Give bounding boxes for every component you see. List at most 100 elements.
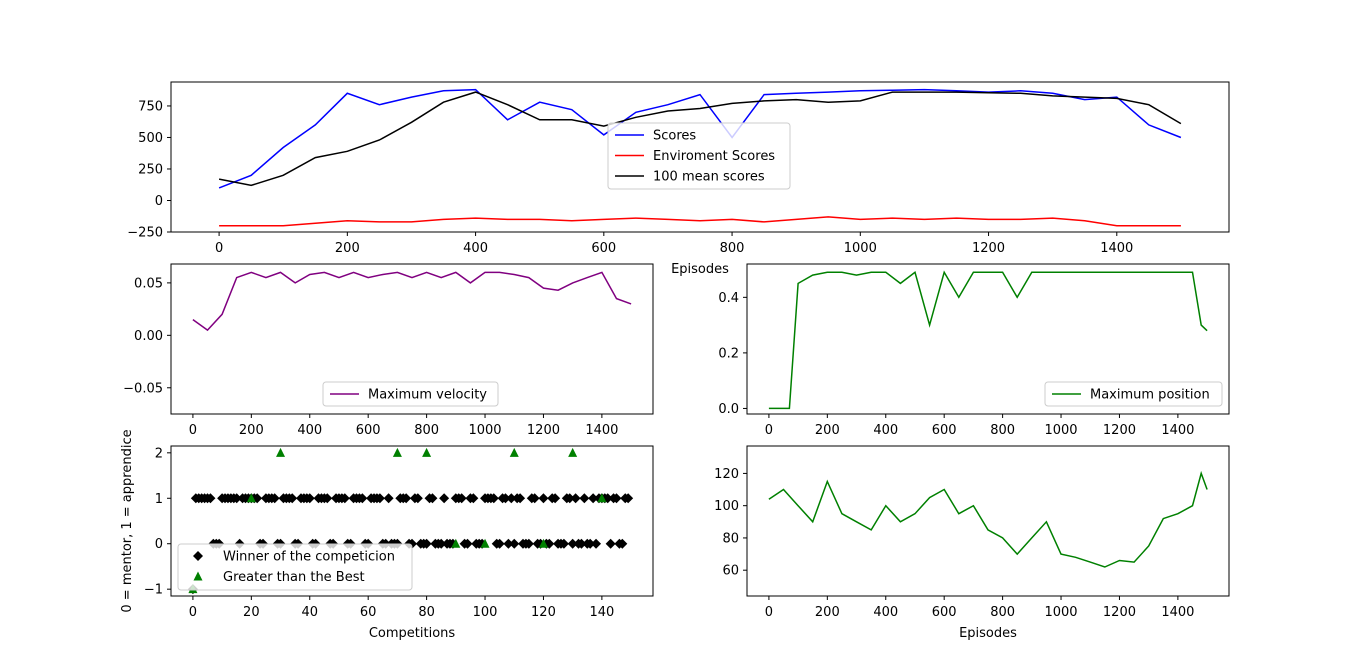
velocity-x-tick-label: 800 [414,423,439,438]
scores-y-ticks: −250 0 250 500 750 [127,99,171,241]
panel-velocity: 0 200 400 600 800 1000 1200 1400 −0.050.000.05 … [123,263,654,438]
scores-x-tick-label: 0 [215,241,223,256]
velocity-legend-label-maximum-velocity: Maximum velocity [368,388,487,403]
competitions-winner-point [500,493,511,504]
episode-values-x-tick-label: 400 [873,605,898,620]
competitions-winner-point [617,538,628,549]
episode-values-series-0-line [768,470,1208,568]
competitions-winner-point [494,538,505,549]
episode-values-y-tick-label: 60 [722,564,739,579]
position-y-tick-label: 0.2 [718,346,739,361]
competitions-legend: Winner of the competicion Greater than th… [177,543,413,591]
competitions-y-axis-label: 0 = mentor, 1 = apprendice [120,429,135,612]
competitions-x-ticks: 0 20 40 60 80 100 120 140 [189,596,614,620]
competitions-x-tick-label: 60 [360,605,377,620]
competitions-winner-point [509,538,520,549]
competitions-greater-point [568,447,578,457]
competitions-legend-label-winner-of-the-competicion: Winner of the competicion [223,550,395,565]
competitions-winner-point [468,493,479,504]
competitions-y-ticks: −1 0 1 2 [144,446,171,598]
scores-marks [218,88,1182,227]
position-x-tick-label: 1200 [1103,423,1136,438]
position-x-tick-label: 800 [990,423,1015,438]
competitions-greater-point [276,447,286,457]
scores-scores-line [218,88,1182,189]
position-x-tick-label: 400 [873,423,898,438]
scores-y-tick-label: −250 [127,226,163,241]
competitions-winner-point [374,493,385,504]
competitions-winner-point [439,493,450,504]
velocity-marks [192,271,632,332]
competitions-winner-point [383,493,394,504]
velocity-maximum-velocity-line [192,271,632,332]
competitions-greater-point [422,447,432,457]
position-y-ticks: 0.0 0.2 0.4 [718,291,747,417]
episode-values-marks [768,470,1208,568]
position-marks [768,270,1208,410]
position-x-tick-label: 0 [765,423,773,438]
competitions-winner-point [304,493,315,504]
competitions-greater-point [246,493,256,503]
competitions-winner-point [515,493,526,504]
competitions-x-tick-label: 140 [589,605,614,620]
episode-values-x-tick-label: 200 [815,605,840,620]
competitions-x-tick-label: 0 [189,605,197,620]
competitions-winner-point [623,493,634,504]
position-legend-label-maximum-position: Maximum position [1090,388,1210,403]
episode-values-axes-frame [746,445,1230,597]
competitions-winner-point [558,538,569,549]
competitions-winner-point [605,538,616,549]
competitions-greater-point [480,538,490,548]
scores-y-tick-label: 250 [138,162,163,177]
competitions-winner-point [588,493,599,504]
competitions-x-axis-label: Competitions [369,626,456,641]
position-x-tick-label: 1000 [1044,423,1077,438]
episode-values-y-tick-label: 100 [714,499,739,514]
competitions-legend-swatch-greater-than-the-best [193,571,203,581]
competitions-winner-point [579,493,590,504]
episode-values-x-tick-label: 1000 [1044,605,1077,620]
competitions-y-tick-label: 1 [155,492,163,507]
competitions-winner-point [287,493,298,504]
competitions-greater-point [538,538,548,548]
competitions-winner-point [427,493,438,504]
scores-100-mean-scores-line [218,91,1182,187]
competitions-winner-point [205,493,216,504]
competitions-winner-point [436,538,447,549]
velocity-legend: Maximum velocity [322,381,499,407]
competitions-winner-point [564,493,575,504]
competitions-greater-point [392,447,402,457]
panel-episode-values: 0 200 400 600 800 1000 1200 1400 60 80 100 120 Epi… [714,445,1230,641]
panel-scores: 0 200 400 600 800 1000 1200 1400 −250 0 250 500 750… [127,81,1230,277]
scores-legend-box [607,122,791,190]
scores-legend-label-scores: Scores [653,129,696,144]
scores-x-tick-label: 1400 [1100,241,1133,256]
competitions-winner-point [550,493,561,504]
episode-values-x-tick-label: 600 [932,605,957,620]
competitions-y-tick-label: −1 [144,583,163,598]
position-legend-box [1044,381,1223,407]
competitions-winner-point [456,493,467,504]
velocity-y-tick-label: 0.05 [134,276,163,291]
competitions-winner-point [576,538,587,549]
scores-x-ticks: 0 200 400 600 800 1000 1200 1400 [215,232,1133,256]
episode-values-y-ticks: 60 80 100 120 [714,467,747,579]
competitions-legend-swatch-winner-of-the-competicion [193,551,203,561]
competitions-x-tick-label: 120 [531,605,556,620]
competitions-legend-box [177,543,413,591]
competitions-greater-point [597,493,607,503]
panel-competitions: 0 20 40 60 80 100 120 140 −1 0 1 2 Competitions 0 … [120,429,654,641]
competitions-legend-label-greater-than-the-best: Greater than the Best [223,570,365,585]
competitions-x-tick-label: 20 [243,605,260,620]
competitions-winner-point [269,493,280,504]
competitions-winner-point [412,493,423,504]
competitions-winner-point [570,493,581,504]
competitions-winner-point [401,493,412,504]
competitions-winner-point [322,493,333,504]
scores-legend-label-100-mean-scores: 100 mean scores [653,170,765,185]
scores-enviroment-scores-line [219,216,1181,227]
scores-x-tick-label: 600 [591,241,616,256]
velocity-x-tick-label: 1400 [585,423,618,438]
episode-values-y-tick-label: 120 [714,467,739,482]
